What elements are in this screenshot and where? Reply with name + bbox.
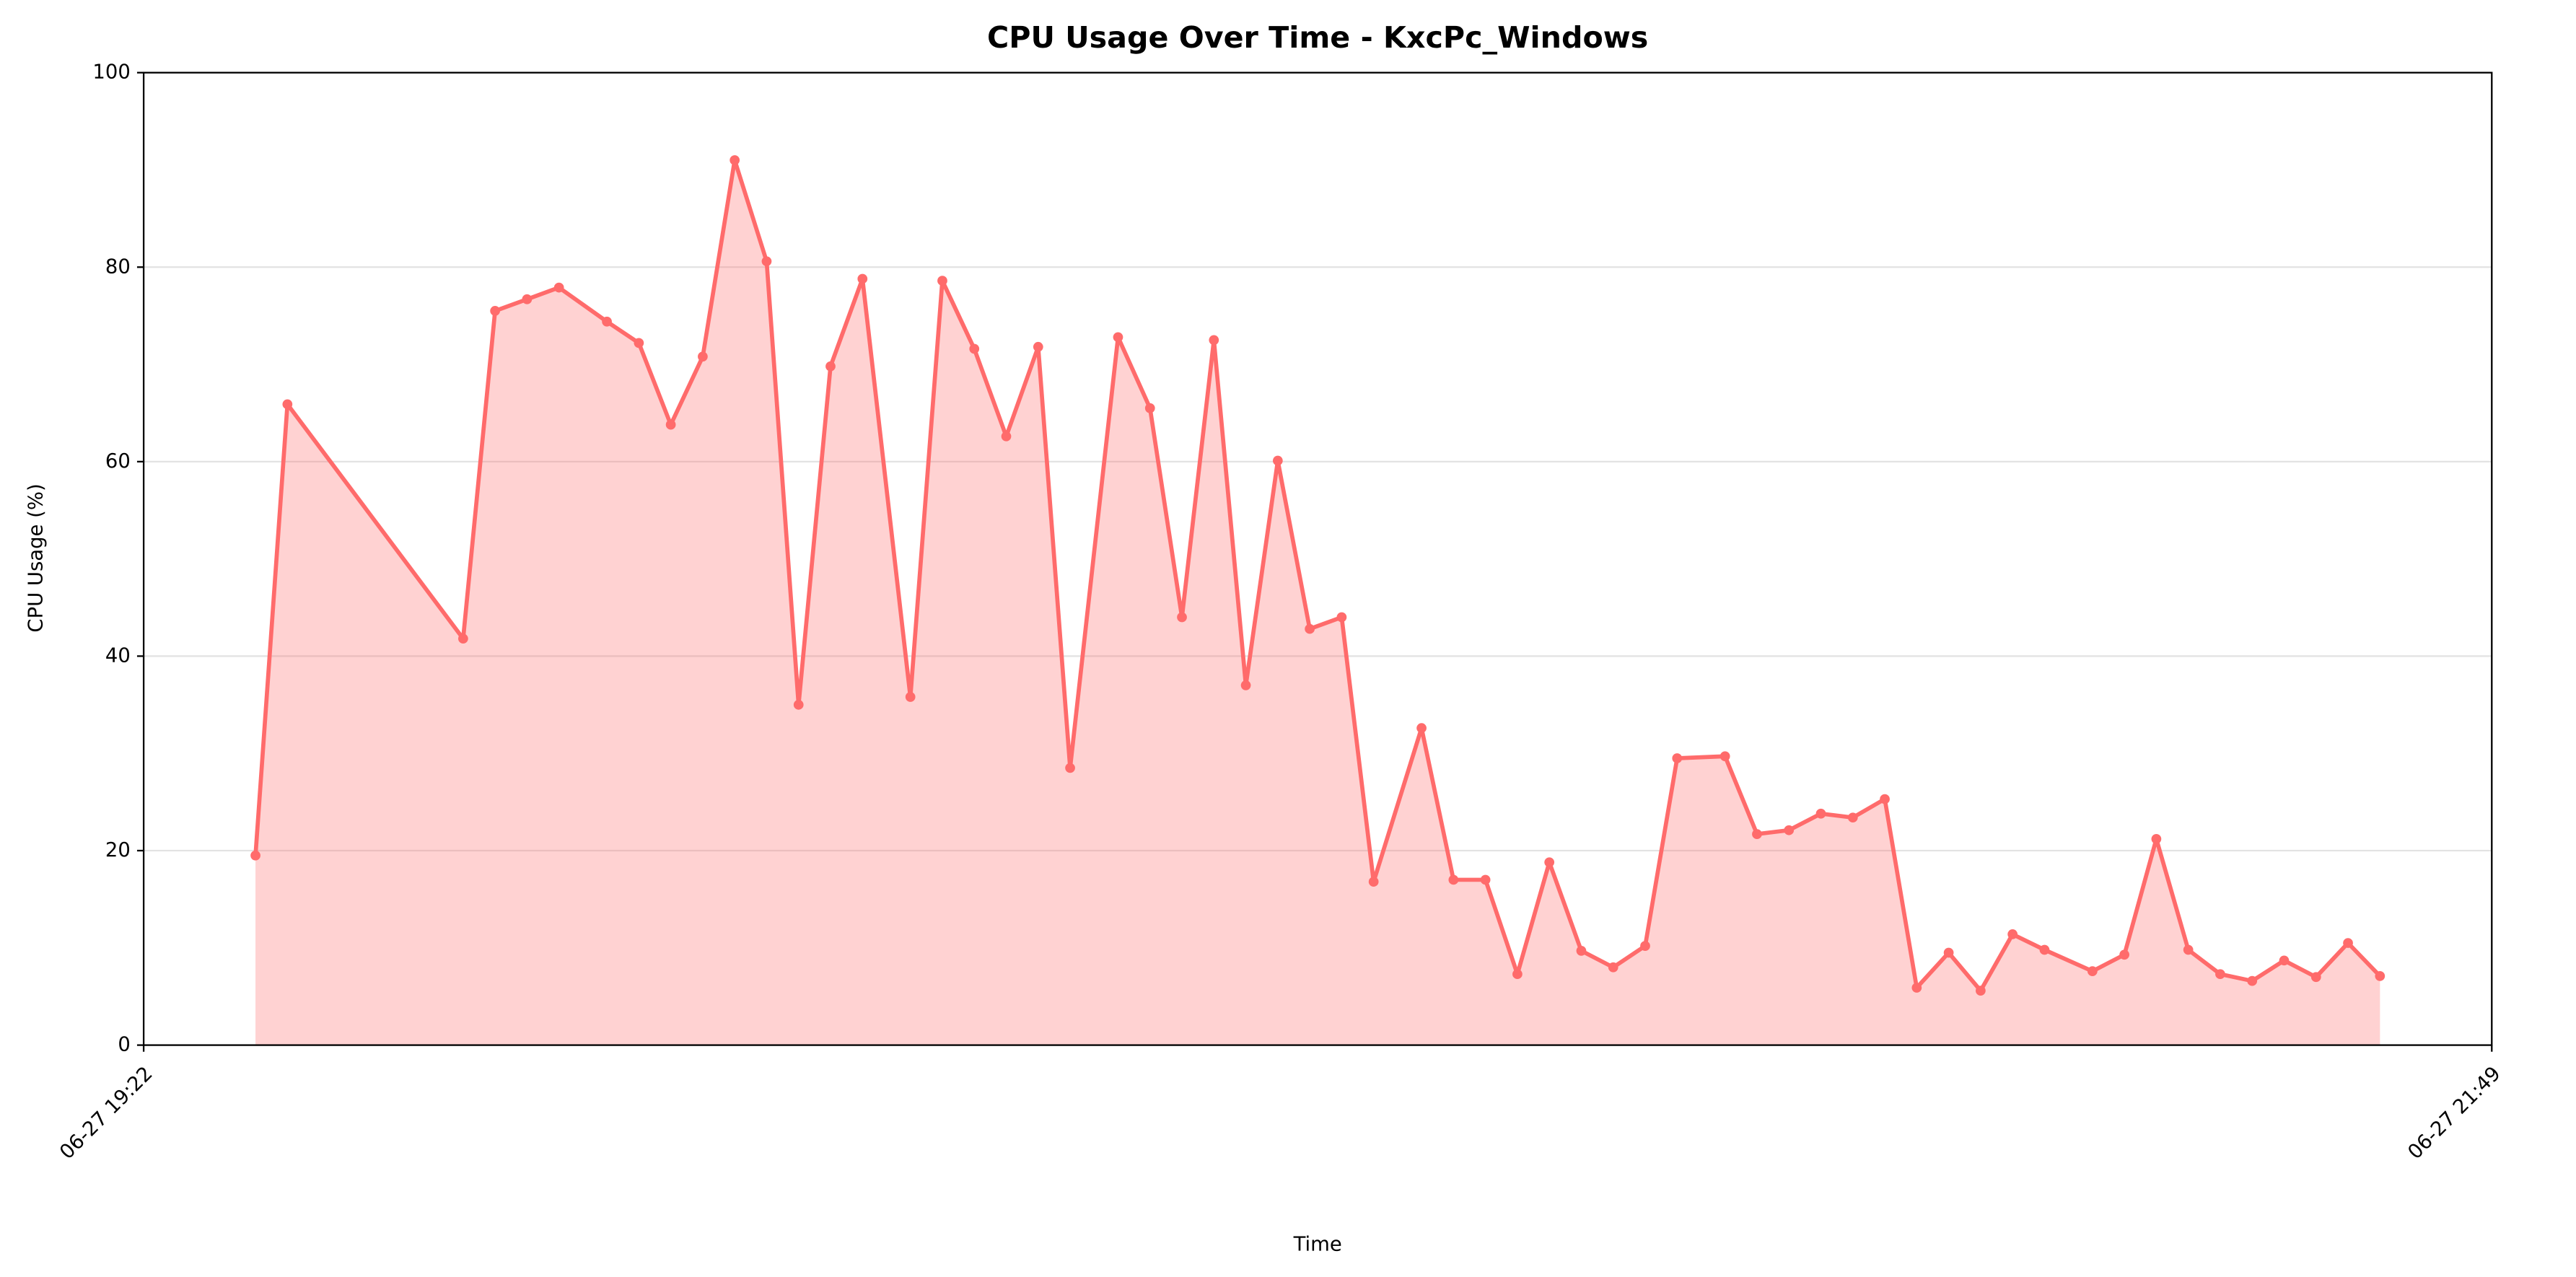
point <box>1752 829 1762 839</box>
point <box>250 850 260 861</box>
point <box>937 276 947 286</box>
point <box>730 155 740 165</box>
point <box>2247 975 2258 986</box>
point <box>2087 966 2098 977</box>
point <box>825 361 836 372</box>
point <box>1113 332 1123 343</box>
point <box>1911 983 1922 993</box>
chart-title: CPU Usage Over Time - KxcPc_Windows <box>987 20 1648 55</box>
point <box>2039 944 2050 955</box>
y-tick-label: 60 <box>105 450 131 473</box>
point <box>1416 723 1427 734</box>
point <box>282 399 293 410</box>
point <box>1976 986 1986 996</box>
point <box>1065 763 1075 773</box>
point <box>1719 751 1730 762</box>
y-tick-label: 20 <box>105 839 131 861</box>
point <box>1784 825 1795 835</box>
point <box>665 419 676 430</box>
point <box>1448 874 1459 885</box>
point <box>761 256 772 267</box>
point <box>2279 955 2290 966</box>
point <box>1847 812 1858 823</box>
point <box>905 692 916 702</box>
y-tick-label: 100 <box>92 61 130 84</box>
point <box>1672 753 1683 763</box>
point <box>2007 929 2018 939</box>
point <box>2183 944 2194 955</box>
area <box>255 160 2380 1045</box>
point <box>2215 969 2225 980</box>
x-axis-label: Time <box>1293 1233 1342 1255</box>
line <box>253 158 2382 993</box>
point <box>1336 612 1347 623</box>
point <box>2310 972 2321 983</box>
point <box>1001 431 1012 442</box>
y-tick-label: 0 <box>118 1034 130 1056</box>
point <box>1544 857 1555 868</box>
point <box>1305 623 1315 634</box>
point <box>602 316 612 327</box>
point <box>857 273 868 284</box>
point <box>1880 794 1890 804</box>
point <box>1815 808 1826 819</box>
point <box>1177 612 1187 623</box>
point <box>969 343 980 354</box>
point <box>1608 962 1618 973</box>
point <box>553 282 564 293</box>
point <box>1480 874 1491 885</box>
point <box>1209 335 1219 346</box>
point <box>490 306 500 316</box>
point <box>2375 971 2386 981</box>
x-tick-label: 06-27 19:22 <box>56 1063 157 1164</box>
plot-frame <box>142 71 2493 1046</box>
point <box>1368 877 1379 887</box>
y-tick-label: 80 <box>105 255 131 278</box>
point <box>698 351 708 362</box>
point <box>2119 949 2129 960</box>
point <box>1240 680 1251 690</box>
point <box>522 294 533 304</box>
point <box>1033 341 1043 352</box>
point <box>2151 833 2162 844</box>
point <box>2343 938 2353 948</box>
y-tick-label: 40 <box>105 644 131 667</box>
point <box>1943 947 1954 958</box>
point <box>1576 945 1587 956</box>
point <box>457 633 468 644</box>
point <box>1144 403 1155 413</box>
point <box>793 699 804 710</box>
y-axis-label: CPU Usage (%) <box>25 483 47 632</box>
point <box>1640 941 1650 951</box>
point <box>1272 455 1283 466</box>
x-tick-label: 06-27 21:49 <box>2404 1063 2505 1164</box>
point <box>634 338 644 348</box>
point <box>1512 969 1523 980</box>
